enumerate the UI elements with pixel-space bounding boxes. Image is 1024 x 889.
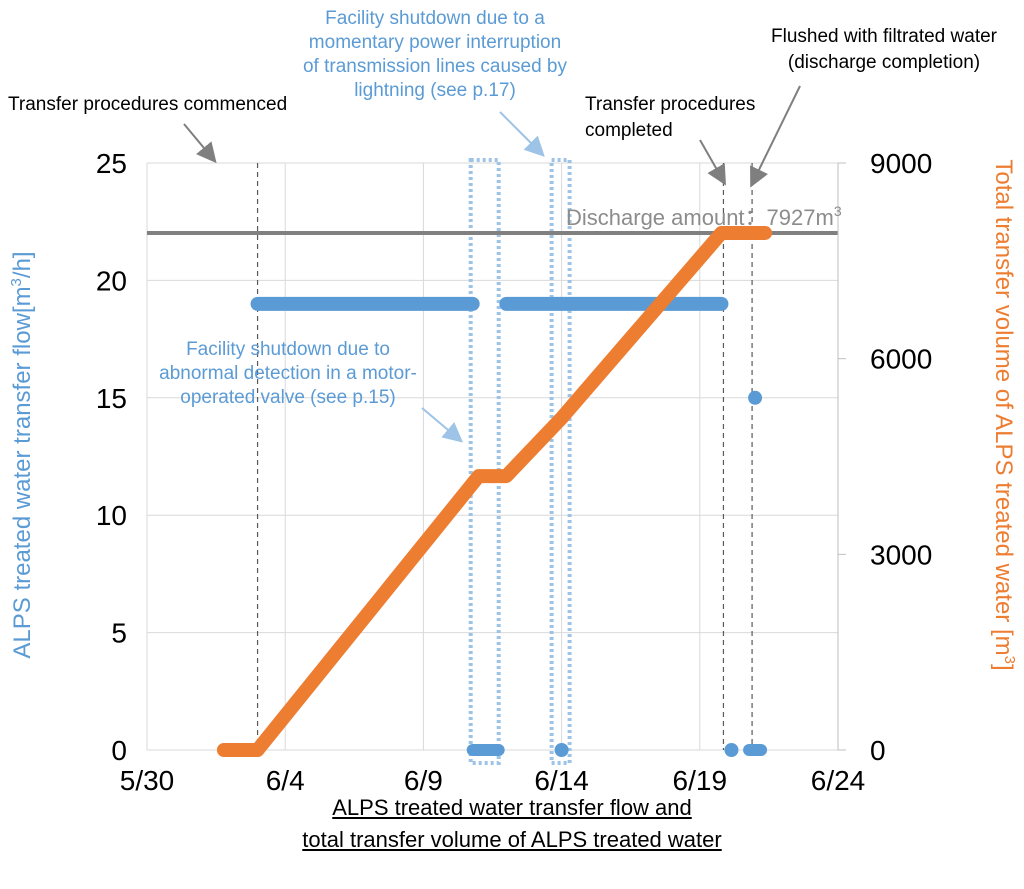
annotation-valve-line-2: abnormal detection in a motor- <box>159 363 417 384</box>
discharge-amount-label: Discharge amount：7927m3 <box>566 203 842 230</box>
annotation-lightning-line-1: Facility shutdown due to a <box>325 8 545 29</box>
gridlines <box>146 162 839 751</box>
chart-caption-line-1: ALPS treated water transfer flow and <box>332 795 692 820</box>
y-left-axis-label: ALPS treated water transfer flow[m3/h] <box>8 251 36 658</box>
transfer-chart: 0 5 10 15 20 25 0 3000 6000 9000 5/30 6/4 6/9 6/14 6/1… <box>8 8 1018 796</box>
y-left-tick-label: 0 <box>111 735 127 766</box>
annotation-boxes <box>468 158 572 765</box>
annotation-lightning-shutdown: Facility shutdown due to a momentary pow… <box>303 8 568 101</box>
chart-caption-line-2: total transfer volume of ALPS treated wa… <box>302 827 722 852</box>
valve-shutdown-box <box>468 158 501 765</box>
annotation-lightning-line-4: lightning (see p.17) <box>354 80 516 101</box>
annotation-lightning-line-2: momentary power interruption <box>309 32 561 53</box>
annotation-completed-line-2: completed <box>585 120 673 141</box>
arrow-flushed <box>750 85 801 188</box>
annotation-valve-line-1: Facility shutdown due to <box>186 339 390 360</box>
y-left-tick-label: 15 <box>96 383 127 414</box>
arrow-valve-shutdown <box>421 407 464 443</box>
y-right-tick-label: 3000 <box>870 539 932 570</box>
series-group <box>216 225 773 757</box>
flow-point <box>554 743 569 757</box>
annotation-flushed-line-2: (discharge completion) <box>788 52 980 73</box>
arrow-lightning <box>499 111 545 157</box>
axes: 0 5 10 15 20 25 0 3000 6000 9000 5/30 6/4 6/9 6/14 6/1… <box>96 148 932 796</box>
annotation-lightning-line-3: of transmission lines caused by <box>303 56 568 77</box>
y-right-tick-label: 9000 <box>870 148 932 179</box>
y-left-tick-label: 5 <box>111 618 127 649</box>
lightning-shutdown-box <box>549 158 572 765</box>
annotation-valve-shutdown: Facility shutdown due to abnormal detect… <box>159 339 417 408</box>
total-volume-line <box>216 225 773 757</box>
y-left-tick-label: 20 <box>96 265 127 296</box>
x-tick-label: 6/24 <box>811 765 866 796</box>
x-tick-label: 6/14 <box>534 765 589 796</box>
annotation-flushed: Flushed with filtrated water (discharge … <box>771 26 998 73</box>
arrow-transfer-commenced <box>183 123 217 164</box>
y-right-tick-label: 0 <box>870 735 886 766</box>
y-right-tick-label: 6000 <box>870 344 932 375</box>
x-tick-label: 5/30 <box>120 765 175 796</box>
y-right-axis-label: Total transfer volume of ALPS treated wa… <box>990 159 1018 670</box>
arrow-transfer-completed <box>699 139 726 186</box>
annotation-transfer-completed: Transfer procedures completed <box>585 94 755 141</box>
y-left-tick-label: 10 <box>96 500 127 531</box>
x-tick-label: 6/19 <box>673 765 728 796</box>
annotation-valve-line-3: operated valve (see p.15) <box>180 387 395 408</box>
annotation-transfer-commenced: Transfer procedures commenced <box>8 94 287 115</box>
x-tick-label: 6/9 <box>404 765 443 796</box>
annotation-flushed-line-1: Flushed with filtrated water <box>771 26 998 47</box>
flow-point <box>748 390 763 405</box>
annotation-completed-line-1: Transfer procedures <box>585 94 755 115</box>
x-tick-label: 6/4 <box>266 765 305 796</box>
flow-point <box>724 743 739 757</box>
y-left-tick-label: 25 <box>96 148 127 179</box>
